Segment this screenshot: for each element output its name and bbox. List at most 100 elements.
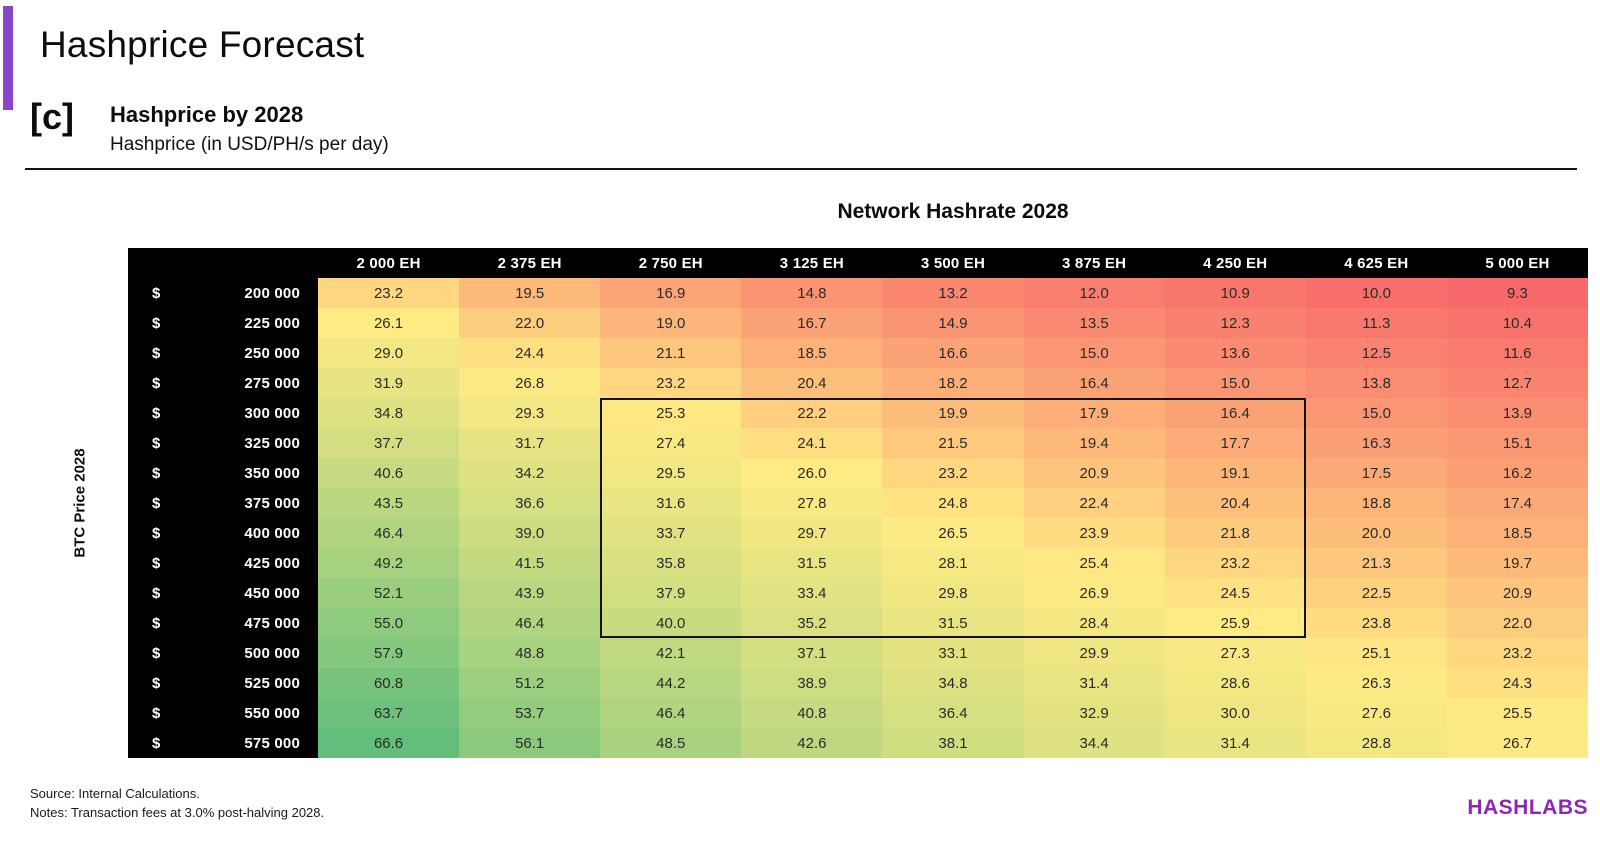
heatmap-cell: 43.9 <box>459 578 601 608</box>
price-value: 450 000 <box>244 584 300 602</box>
heatmap-cell: 16.3 <box>1305 428 1447 458</box>
heatmap-cell: 17.7 <box>1164 428 1306 458</box>
column-header: 2 000 EH <box>318 248 460 278</box>
currency-symbol: $ <box>152 734 161 752</box>
heatmap-cell: 15.0 <box>1305 398 1447 428</box>
heatmap-cell: 44.2 <box>600 668 742 698</box>
column-header: 5 000 EH <box>1446 248 1588 278</box>
heatmap-cell: 18.5 <box>1446 518 1588 548</box>
heatmap-cell: 24.4 <box>459 338 601 368</box>
price-value: 400 000 <box>244 524 300 542</box>
heatmap-cell: 28.1 <box>882 548 1024 578</box>
fees-note: Notes: Transaction fees at 3.0% post-hal… <box>30 805 325 820</box>
heatmap-cell: 40.6 <box>318 458 460 488</box>
currency-symbol: $ <box>152 464 161 482</box>
heatmap-cell: 31.4 <box>1023 668 1165 698</box>
heatmap-cell: 12.3 <box>1164 308 1306 338</box>
row-label: $225 000 <box>128 308 318 338</box>
row-label: $475 000 <box>128 608 318 638</box>
heatmap-cell: 46.4 <box>318 518 460 548</box>
heatmap-cell: 20.9 <box>1446 578 1588 608</box>
heatmap-cell: 22.0 <box>1446 608 1588 638</box>
currency-symbol: $ <box>152 644 161 662</box>
heatmap-cell: 37.9 <box>600 578 742 608</box>
heatmap-cell: 49.2 <box>318 548 460 578</box>
heatmap-cell: 14.9 <box>882 308 1024 338</box>
heatmap-cell: 40.0 <box>600 608 742 638</box>
heatmap-cell: 29.9 <box>1023 638 1165 668</box>
heatmap-cell: 24.5 <box>1164 578 1306 608</box>
heatmap-cell: 16.4 <box>1164 398 1306 428</box>
heatmap-cell: 31.7 <box>459 428 601 458</box>
heatmap-cell: 13.5 <box>1023 308 1165 338</box>
heatmap-cell: 28.4 <box>1023 608 1165 638</box>
currency-symbol: $ <box>152 674 161 692</box>
heatmap-cell: 23.8 <box>1305 608 1447 638</box>
heatmap-cell: 35.2 <box>741 608 883 638</box>
heatmap-cell: 55.0 <box>318 608 460 638</box>
heatmap-cell: 35.8 <box>600 548 742 578</box>
row-label: $350 000 <box>128 458 318 488</box>
price-value: 525 000 <box>244 674 300 692</box>
row-label: $300 000 <box>128 398 318 428</box>
heatmap-cell: 28.6 <box>1164 668 1306 698</box>
heatmap-cell: 34.8 <box>318 398 460 428</box>
heatmap-cell: 33.1 <box>882 638 1024 668</box>
chart-subtitle: Hashprice by 2028 <box>110 102 304 127</box>
heatmap-cell: 23.2 <box>882 458 1024 488</box>
heatmap-cell: 63.7 <box>318 698 460 728</box>
heatmap-cell: 24.1 <box>741 428 883 458</box>
heatmap-cell: 22.2 <box>741 398 883 428</box>
source-note: Source: Internal Calculations. <box>30 786 200 801</box>
heatmap-cell: 37.7 <box>318 428 460 458</box>
heatmap-cell: 15.0 <box>1023 338 1165 368</box>
row-label: $425 000 <box>128 548 318 578</box>
heatmap-cell: 36.6 <box>459 488 601 518</box>
price-value: 225 000 <box>244 314 300 332</box>
column-header: 3 125 EH <box>741 248 883 278</box>
chart-unit-label: Hashprice (in USD/PH/s per day) <box>110 134 389 155</box>
heatmap-cell: 27.4 <box>600 428 742 458</box>
heatmap-cell: 17.4 <box>1446 488 1588 518</box>
currency-symbol: $ <box>152 704 161 722</box>
heatmap-cell: 23.9 <box>1023 518 1165 548</box>
heatmap-cell: 26.7 <box>1446 728 1588 758</box>
heatmap-cell: 31.6 <box>600 488 742 518</box>
row-label: $575 000 <box>128 728 318 758</box>
heatmap-cell: 37.1 <box>741 638 883 668</box>
heatmap-cell: 23.2 <box>600 368 742 398</box>
heatmap-cell: 25.3 <box>600 398 742 428</box>
heatmap-cell: 52.1 <box>318 578 460 608</box>
column-header: 3 500 EH <box>882 248 1024 278</box>
heatmap-cell: 26.9 <box>1023 578 1165 608</box>
heatmap-cell: 40.8 <box>741 698 883 728</box>
heatmap-cell: 34.4 <box>1023 728 1165 758</box>
heatmap-cell: 66.6 <box>318 728 460 758</box>
heatmap-cell: 43.5 <box>318 488 460 518</box>
heatmap-cell: 21.8 <box>1164 518 1306 548</box>
heatmap-cell: 19.7 <box>1446 548 1588 578</box>
table-corner <box>128 248 318 278</box>
heatmap-cell: 24.8 <box>882 488 1024 518</box>
heatmap-cell: 26.1 <box>318 308 460 338</box>
heatmap-cell: 26.3 <box>1305 668 1447 698</box>
price-value: 475 000 <box>244 614 300 632</box>
heatmap-cell: 31.9 <box>318 368 460 398</box>
currency-symbol: $ <box>152 344 161 362</box>
heatmap-cell: 16.9 <box>600 278 742 308</box>
heatmap-cell: 29.5 <box>600 458 742 488</box>
heatmap-cell: 21.3 <box>1305 548 1447 578</box>
heatmap-cell: 23.2 <box>1446 638 1588 668</box>
heatmap-cell: 31.5 <box>882 608 1024 638</box>
heatmap-cell: 18.5 <box>741 338 883 368</box>
heatmap-cell: 57.9 <box>318 638 460 668</box>
heatmap-cell: 9.3 <box>1446 278 1588 308</box>
heatmap-cell: 13.8 <box>1305 368 1447 398</box>
heatmap-cell: 48.8 <box>459 638 601 668</box>
price-value: 375 000 <box>244 494 300 512</box>
currency-symbol: $ <box>152 314 161 332</box>
heatmap-cell: 19.4 <box>1023 428 1165 458</box>
heatmap-cell: 48.5 <box>600 728 742 758</box>
heatmap-cell: 27.3 <box>1164 638 1306 668</box>
heatmap-cell: 22.4 <box>1023 488 1165 518</box>
